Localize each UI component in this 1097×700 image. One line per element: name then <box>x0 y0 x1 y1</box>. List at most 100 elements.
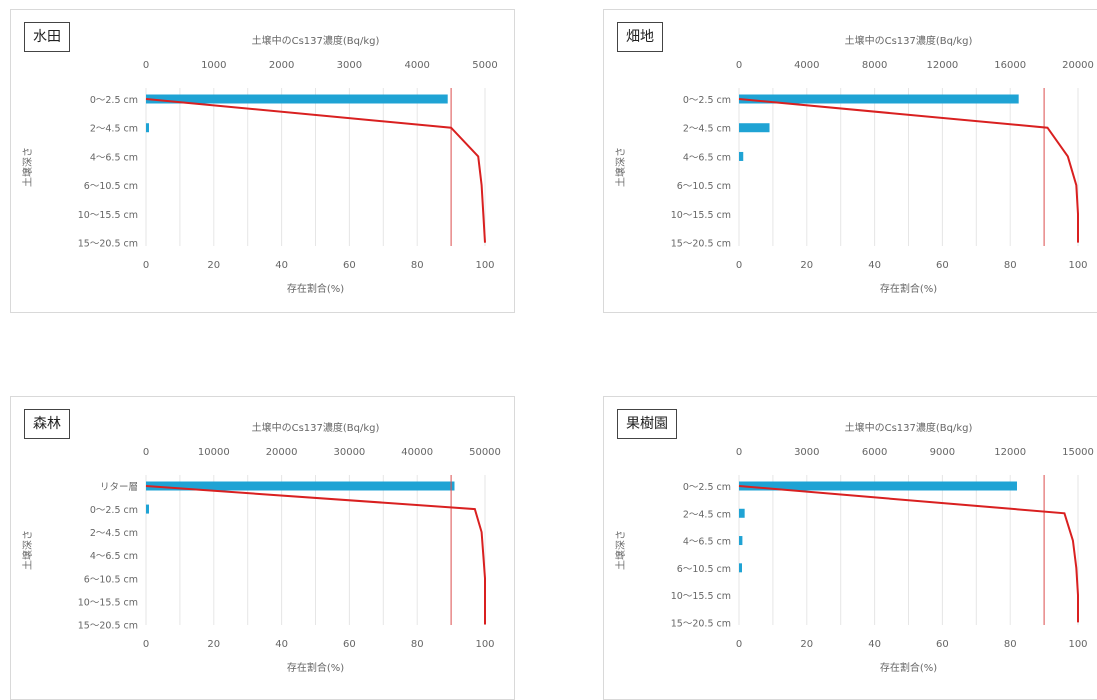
bottom-tick-label: 0 <box>736 260 742 271</box>
top-tick-label: 5000 <box>472 60 497 71</box>
bottom-tick-label: 100 <box>1068 260 1087 271</box>
bar <box>146 481 455 491</box>
bar <box>146 123 149 133</box>
bottom-tick-label: 40 <box>275 260 288 271</box>
category-label: 15～20.5 cm <box>671 239 731 250</box>
bar <box>146 94 448 104</box>
top-axis-title: 土壌中のCs137濃度(Bq/kg) <box>845 34 973 47</box>
bottom-axis-title: 存在割合(%) <box>287 661 344 674</box>
category-label: 15～20.5 cm <box>78 239 138 250</box>
chart-panel-forest: 森林 土壌中のCs137濃度(Bq/kg) 0 10000 20000 30000 400… <box>10 396 515 700</box>
top-tick-label: 12000 <box>994 447 1026 458</box>
chart-panel-orchard: 果樹園 土壌中のCs137濃度(Bq/kg) 0 3000 6000 9000 12000… <box>603 396 1097 700</box>
top-tick-label: 30000 <box>333 447 365 458</box>
y-axis-title: 土壌深さ <box>614 147 627 187</box>
bottom-tick-label: 80 <box>411 639 424 650</box>
top-tick-label: 4000 <box>404 60 429 71</box>
top-tick-label: 0 <box>736 447 742 458</box>
bottom-tick-label: 40 <box>868 639 881 650</box>
top-axis-title: 土壌中のCs137濃度(Bq/kg) <box>252 34 380 47</box>
bar <box>739 508 745 518</box>
bar <box>739 563 742 573</box>
category-label: 10～15.5 cm <box>78 210 138 221</box>
cumulative-line <box>738 485 1079 623</box>
bottom-tick-label: 40 <box>275 639 288 650</box>
top-tick-label: 40000 <box>401 447 433 458</box>
category-label: 0～2.5 cm <box>683 482 731 493</box>
bottom-tick-label: 100 <box>475 260 494 271</box>
panel-label: 森林 <box>24 409 70 439</box>
bottom-tick-label: 0 <box>143 639 149 650</box>
y-axis-title: 土壌深さ <box>614 530 627 570</box>
top-tick-label: 0 <box>143 60 149 71</box>
top-tick-label: 50000 <box>469 447 501 458</box>
bar <box>739 151 744 161</box>
category-label: 0～2.5 cm <box>90 505 138 516</box>
bottom-axis-title: 存在割合(%) <box>287 282 344 295</box>
cumulative-line <box>738 98 1079 243</box>
category-label: 10～15.5 cm <box>671 591 731 602</box>
panel-label: 果樹園 <box>617 409 677 439</box>
bottom-tick-label: 60 <box>936 260 949 271</box>
bottom-axis-title: 存在割合(%) <box>880 282 937 295</box>
bottom-tick-label: 100 <box>1068 639 1087 650</box>
chart-panel-upland: 畑地 土壌中のCs137濃度(Bq/kg) 0 4000 8000 12000 16000… <box>603 9 1097 313</box>
chart-panel-paddy: 水田 土壌中のCs137濃度(Bq/kg) 0 1000 2000 3000 4000 50… <box>10 9 515 313</box>
category-label: 6～10.5 cm <box>84 574 138 585</box>
panel-label: 水田 <box>24 22 70 52</box>
category-label: 4～6.5 cm <box>90 551 138 562</box>
top-tick-label: 20000 <box>1062 60 1094 71</box>
bottom-tick-label: 60 <box>343 260 356 271</box>
top-tick-label: 12000 <box>926 60 958 71</box>
top-tick-label: 20000 <box>266 447 298 458</box>
top-tick-label: 15000 <box>1062 447 1094 458</box>
panel-label: 畑地 <box>617 22 663 52</box>
cumulative-line <box>145 98 486 243</box>
bottom-tick-label: 20 <box>207 260 220 271</box>
category-label: 2～4.5 cm <box>90 528 138 539</box>
top-tick-label: 10000 <box>198 447 230 458</box>
top-tick-label: 9000 <box>930 447 955 458</box>
category-label: 15～20.5 cm <box>671 618 731 629</box>
bottom-tick-label: 80 <box>1004 260 1017 271</box>
bottom-tick-label: 80 <box>411 260 424 271</box>
bar <box>739 536 743 546</box>
top-tick-label: 2000 <box>269 60 294 71</box>
category-label: 6～10.5 cm <box>677 564 731 575</box>
chart-svg: 土壌中のCs137濃度(Bq/kg) 0 10000 20000 30000 40000 5… <box>21 421 501 674</box>
category-label: 6～10.5 cm <box>84 181 138 192</box>
category-label: 0～2.5 cm <box>90 95 138 106</box>
top-tick-label: 1000 <box>201 60 226 71</box>
category-label: 4～6.5 cm <box>683 537 731 548</box>
bar <box>146 504 149 514</box>
bottom-tick-label: 20 <box>800 260 813 271</box>
bottom-tick-label: 20 <box>800 639 813 650</box>
bar <box>739 94 1019 104</box>
category-label: 2～4.5 cm <box>90 124 138 135</box>
category-label: 6～10.5 cm <box>677 181 731 192</box>
category-label: 4～6.5 cm <box>683 152 731 163</box>
top-tick-label: 6000 <box>862 447 887 458</box>
category-label: 10～15.5 cm <box>671 210 731 221</box>
bottom-tick-label: 20 <box>207 639 220 650</box>
top-tick-label: 8000 <box>862 60 887 71</box>
bar <box>739 481 1017 491</box>
cumulative-line <box>145 485 486 625</box>
category-label: 2～4.5 cm <box>683 124 731 135</box>
bottom-tick-label: 40 <box>868 260 881 271</box>
bottom-axis-title: 存在割合(%) <box>880 661 937 674</box>
top-tick-label: 3000 <box>794 447 819 458</box>
category-label: リター層 <box>100 482 138 493</box>
top-tick-label: 0 <box>736 60 742 71</box>
bottom-tick-label: 0 <box>736 639 742 650</box>
top-tick-label: 4000 <box>794 60 819 71</box>
bottom-tick-label: 0 <box>143 260 149 271</box>
top-axis-title: 土壌中のCs137濃度(Bq/kg) <box>252 421 380 434</box>
bottom-tick-label: 100 <box>475 639 494 650</box>
bottom-tick-label: 60 <box>343 639 356 650</box>
category-label: 4～6.5 cm <box>90 152 138 163</box>
chart-svg: 土壌中のCs137濃度(Bq/kg)0 4000 8000 12000 16000 200… <box>614 34 1094 295</box>
y-axis-title: 土壌深さ <box>21 530 34 570</box>
top-tick-label: 16000 <box>994 60 1026 71</box>
category-label: 0～2.5 cm <box>683 95 731 106</box>
